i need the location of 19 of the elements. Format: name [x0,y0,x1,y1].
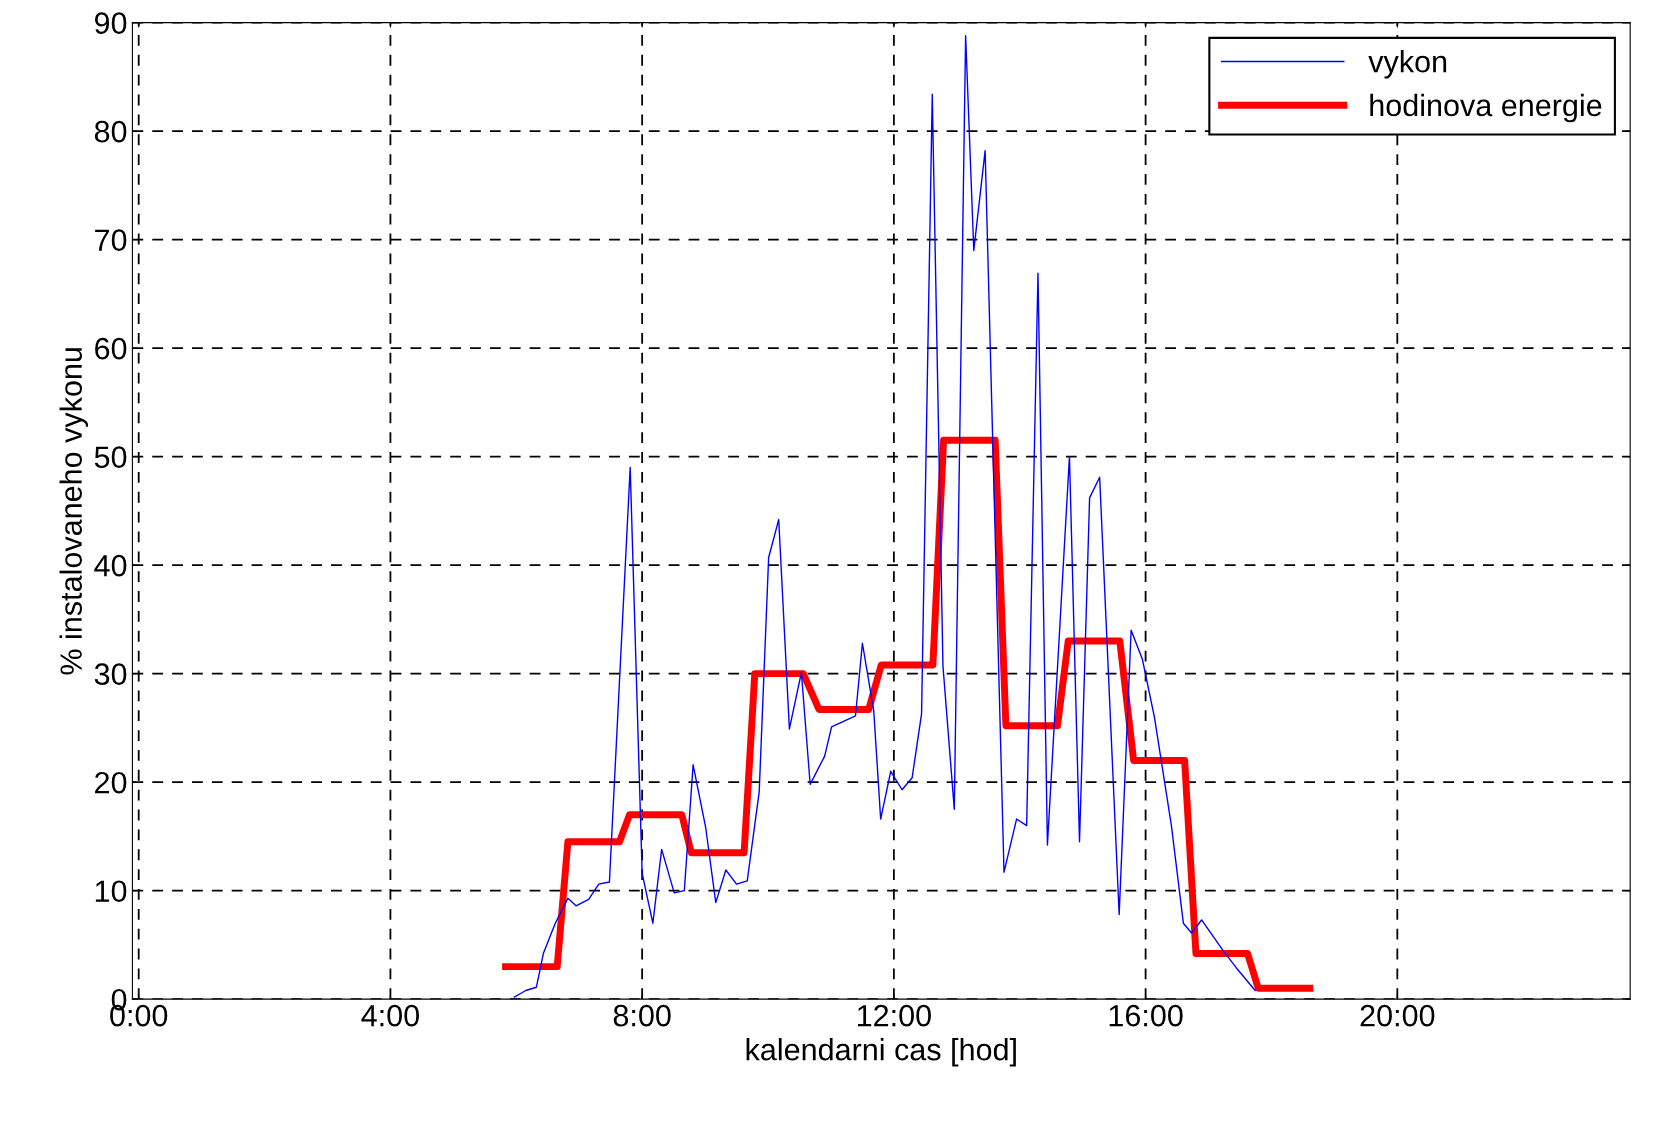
x-axis-title: kalendarni cas [hod] [746,1038,1016,1067]
y-tick-label: 10 [95,880,127,903]
line-series [513,34,1256,998]
y-tick-label: 80 [94,120,127,143]
y-tick-label: 70 [95,229,127,251]
y-tick-label: 20 [95,771,127,794]
legend-label: hodinova energie [1370,93,1602,123]
x-tick-label: 20:00 [1360,1004,1435,1027]
x-tick-label: 16:00 [1109,1004,1183,1027]
y-tick-label: 90 [94,12,127,34]
legend-label: vykon [1368,50,1447,79]
x-tick-label: 8:00 [613,1004,671,1027]
y-tick-label: 60 [95,337,127,360]
y-tick-label: 50 [94,446,127,468]
y-tick-label: 30 [94,663,127,686]
x-tick-label: 4:00 [361,1004,419,1027]
x-tick-label: 12:00 [857,1004,931,1027]
y-axis-title: % instalovaneho vykonu [59,348,88,675]
y-tick-label: 40 [94,554,127,577]
